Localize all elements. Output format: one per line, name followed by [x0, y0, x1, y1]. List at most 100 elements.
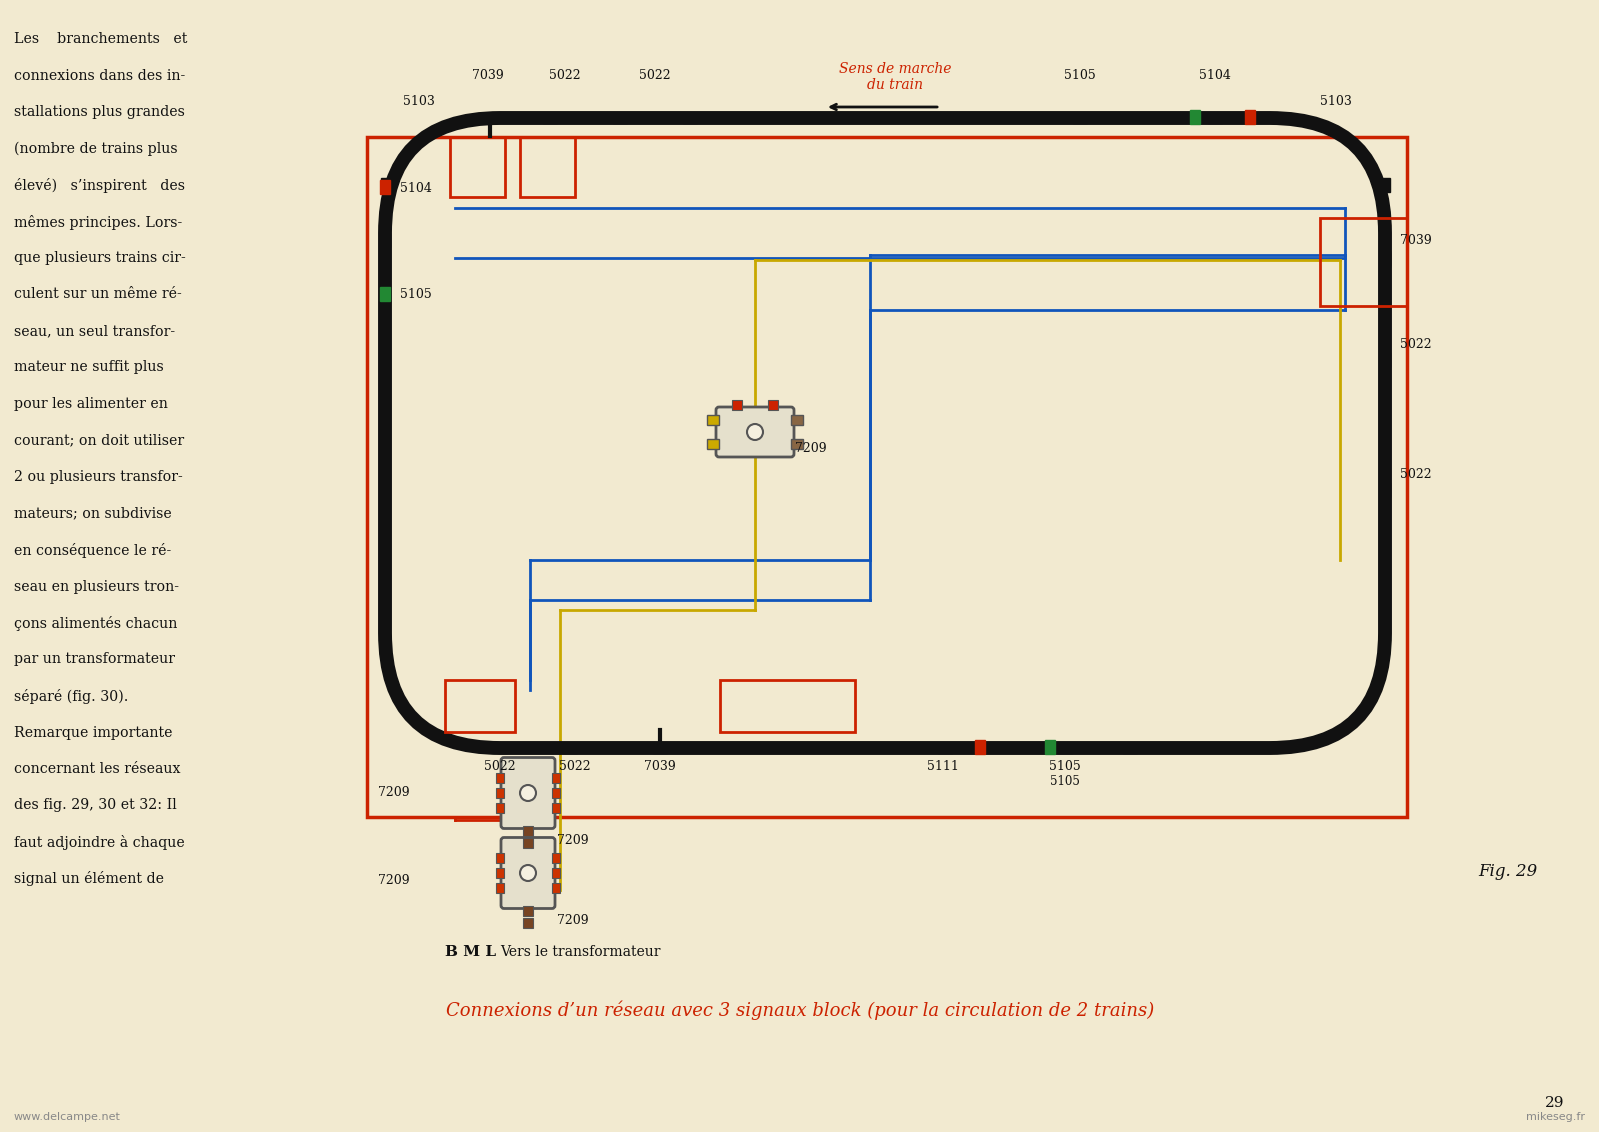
- Bar: [523, 825, 532, 835]
- Text: 5022: 5022: [640, 69, 672, 82]
- Text: 7039: 7039: [1401, 233, 1431, 247]
- Bar: [520, 137, 576, 197]
- Bar: [652, 744, 667, 752]
- Bar: [1382, 353, 1390, 367]
- Text: en conséquence le ré-: en conséquence le ré-: [14, 543, 171, 558]
- Bar: [652, 744, 667, 753]
- Circle shape: [520, 865, 536, 881]
- Text: signal un élément de: signal un élément de: [14, 872, 165, 886]
- Text: mikeseg.fr: mikeseg.fr: [1525, 1112, 1585, 1122]
- Text: 7209: 7209: [556, 914, 588, 926]
- Bar: [381, 178, 390, 192]
- Text: mateur ne suffit plus: mateur ne suffit plus: [14, 360, 163, 375]
- Bar: [1207, 114, 1222, 123]
- Text: 7209: 7209: [795, 441, 827, 455]
- Text: concernant les réseaux: concernant les réseaux: [14, 762, 181, 777]
- Text: Vers le transformateur: Vers le transformateur: [500, 945, 660, 959]
- Text: Les    branchements   et: Les branchements et: [14, 32, 187, 46]
- Text: Remarque importante: Remarque importante: [14, 726, 173, 739]
- Text: 5111: 5111: [927, 760, 959, 773]
- Bar: [792, 439, 803, 449]
- Bar: [496, 788, 504, 798]
- Bar: [492, 744, 507, 753]
- Bar: [720, 680, 855, 732]
- Text: 5022: 5022: [484, 760, 516, 773]
- Bar: [552, 788, 560, 798]
- Text: www.delcampe.net: www.delcampe.net: [14, 1112, 122, 1122]
- Text: pour les alimenter en: pour les alimenter en: [14, 397, 168, 411]
- Bar: [552, 773, 560, 783]
- Text: 29: 29: [1545, 1096, 1565, 1110]
- FancyBboxPatch shape: [500, 838, 555, 909]
- Bar: [523, 838, 532, 848]
- Bar: [1321, 218, 1407, 306]
- Bar: [445, 680, 515, 732]
- Bar: [381, 180, 390, 194]
- Bar: [496, 883, 504, 893]
- Text: 5105: 5105: [1049, 760, 1081, 773]
- Text: mêmes principes. Lors-: mêmes principes. Lors-: [14, 214, 182, 230]
- Text: Fig. 29: Fig. 29: [1477, 863, 1537, 880]
- Text: 5105: 5105: [1063, 69, 1095, 82]
- Bar: [483, 114, 497, 122]
- Text: çons alimentés chacun: çons alimentés chacun: [14, 616, 177, 631]
- Text: seau en plusieurs tron-: seau en plusieurs tron-: [14, 580, 179, 593]
- Text: 7209: 7209: [377, 874, 409, 886]
- Text: 7209: 7209: [556, 833, 588, 847]
- Bar: [1273, 114, 1287, 123]
- Text: stallations plus grandes: stallations plus grandes: [14, 105, 185, 119]
- Text: par un transformateur: par un transformateur: [14, 652, 174, 667]
- Bar: [449, 137, 505, 197]
- Bar: [1382, 252, 1390, 267]
- Bar: [552, 803, 560, 813]
- Text: 5022: 5022: [560, 760, 590, 773]
- Text: 5104: 5104: [400, 181, 432, 195]
- Text: 7039: 7039: [644, 760, 676, 773]
- Text: 5103: 5103: [1321, 95, 1351, 108]
- Bar: [1382, 178, 1390, 192]
- Bar: [939, 744, 951, 753]
- Bar: [975, 740, 985, 754]
- Text: des fig. 29, 30 et 32: Il: des fig. 29, 30 et 32: Il: [14, 798, 177, 813]
- Bar: [368, 137, 1407, 817]
- Bar: [1122, 744, 1137, 753]
- Text: 5105: 5105: [1051, 775, 1079, 788]
- Text: (nombre de trains plus: (nombre de trains plus: [14, 142, 177, 156]
- Text: connexions dans des in-: connexions dans des in-: [14, 69, 185, 83]
- Text: 5022: 5022: [1401, 469, 1431, 481]
- Bar: [1046, 740, 1055, 754]
- Bar: [381, 233, 390, 247]
- Bar: [1246, 110, 1255, 125]
- Text: faut adjoindre à chaque: faut adjoindre à chaque: [14, 835, 185, 850]
- Bar: [1073, 114, 1087, 123]
- FancyBboxPatch shape: [716, 408, 795, 457]
- Bar: [1190, 110, 1199, 125]
- Bar: [612, 114, 627, 123]
- Bar: [707, 439, 720, 449]
- Text: 5103: 5103: [403, 95, 435, 108]
- Bar: [381, 288, 390, 301]
- Bar: [483, 114, 497, 123]
- Text: 5022: 5022: [548, 69, 580, 82]
- Bar: [496, 868, 504, 878]
- Bar: [552, 883, 560, 893]
- Text: élevé)   s’inspirent   des: élevé) s’inspirent des: [14, 178, 185, 192]
- Bar: [523, 906, 532, 916]
- Text: que plusieurs trains cir-: que plusieurs trains cir-: [14, 251, 185, 265]
- Text: 5022: 5022: [1401, 338, 1431, 352]
- Bar: [1382, 251, 1390, 265]
- Text: 5104: 5104: [1199, 69, 1231, 82]
- Text: 7039: 7039: [472, 69, 504, 82]
- Text: Sens de marche
du train: Sens de marche du train: [839, 62, 951, 92]
- FancyBboxPatch shape: [500, 757, 555, 829]
- Circle shape: [520, 784, 536, 801]
- Bar: [496, 803, 504, 813]
- Bar: [381, 288, 390, 302]
- Bar: [552, 854, 560, 863]
- Bar: [768, 400, 779, 410]
- Bar: [496, 773, 504, 783]
- Bar: [552, 868, 560, 878]
- Bar: [563, 744, 577, 753]
- Text: 7209: 7209: [377, 787, 409, 799]
- Text: 5105: 5105: [400, 289, 432, 301]
